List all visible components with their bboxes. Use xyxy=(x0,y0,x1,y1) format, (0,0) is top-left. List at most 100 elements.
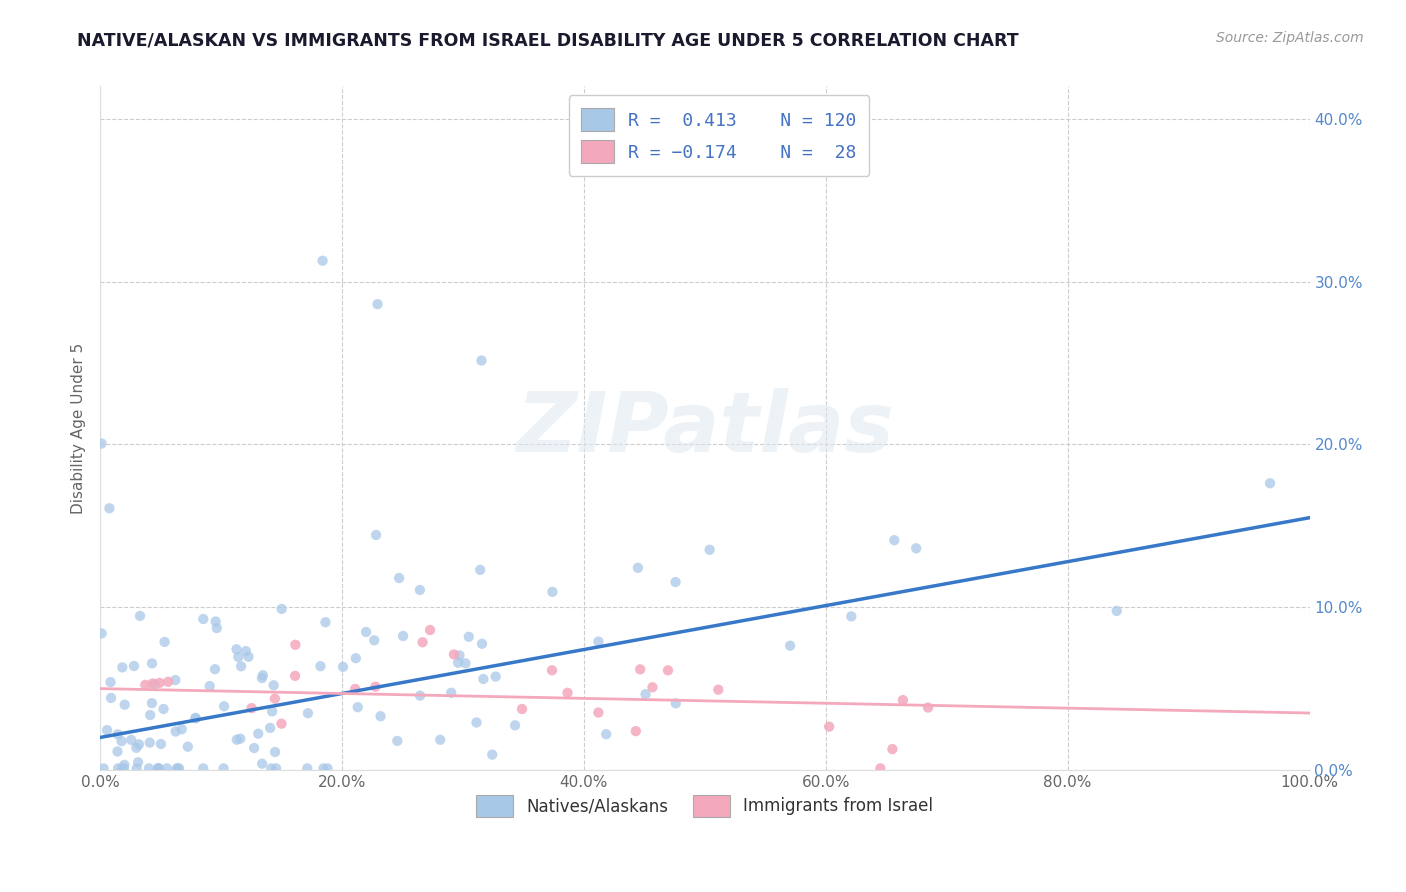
Point xyxy=(243,741,266,756)
Point xyxy=(485,669,508,683)
Text: Source: ZipAtlas.com: Source: ZipAtlas.com xyxy=(1216,31,1364,45)
Point xyxy=(905,541,928,556)
Point xyxy=(228,649,250,664)
Point xyxy=(284,638,307,652)
Point xyxy=(409,689,432,703)
Point xyxy=(198,679,221,693)
Point xyxy=(470,563,492,577)
Point xyxy=(141,676,163,690)
Point xyxy=(138,736,160,750)
Point xyxy=(93,761,115,775)
Point xyxy=(779,639,801,653)
Point xyxy=(149,737,172,751)
Point xyxy=(869,761,891,775)
Point xyxy=(156,761,179,775)
Point xyxy=(165,724,187,739)
Point xyxy=(111,761,134,775)
Point xyxy=(429,732,451,747)
Point xyxy=(122,659,145,673)
Point xyxy=(624,724,647,739)
Point xyxy=(252,668,274,682)
Point xyxy=(557,686,579,700)
Point xyxy=(107,761,129,775)
Point xyxy=(166,761,188,775)
Point xyxy=(891,693,914,707)
Point xyxy=(449,648,471,663)
Point xyxy=(363,633,385,648)
Point xyxy=(284,669,307,683)
Point xyxy=(297,761,319,775)
Point xyxy=(1258,476,1281,491)
Point xyxy=(166,761,188,775)
Point xyxy=(471,637,494,651)
Point xyxy=(114,698,136,712)
Point xyxy=(107,727,129,741)
Point xyxy=(309,659,332,673)
Point xyxy=(259,721,281,735)
Point xyxy=(588,634,610,648)
Point xyxy=(229,659,252,673)
Point xyxy=(100,675,122,690)
Point xyxy=(153,635,176,649)
Point xyxy=(883,533,905,548)
Point xyxy=(112,757,135,772)
Point xyxy=(148,676,170,690)
Point xyxy=(157,674,180,689)
Point xyxy=(247,727,270,741)
Point xyxy=(447,656,470,670)
Point xyxy=(454,657,477,671)
Point xyxy=(409,582,432,597)
Point xyxy=(141,696,163,710)
Point xyxy=(503,718,526,732)
Point xyxy=(311,253,333,268)
Point xyxy=(204,615,226,629)
Point xyxy=(90,436,112,450)
Point xyxy=(627,561,650,575)
Point xyxy=(465,715,488,730)
Point xyxy=(127,756,149,770)
Point xyxy=(370,709,392,723)
Point xyxy=(344,651,367,665)
Point xyxy=(263,678,285,692)
Point xyxy=(839,609,862,624)
Point xyxy=(634,687,657,701)
Point xyxy=(344,681,367,696)
Legend: Natives/Alaskans, Immigrants from Israel: Natives/Alaskans, Immigrants from Israel xyxy=(470,789,941,823)
Point xyxy=(818,720,841,734)
Point xyxy=(146,761,169,775)
Point xyxy=(170,723,193,737)
Point xyxy=(628,662,651,676)
Point xyxy=(332,660,354,674)
Point xyxy=(264,745,287,759)
Point xyxy=(177,739,200,754)
Point xyxy=(665,696,688,710)
Point xyxy=(120,733,142,747)
Point xyxy=(138,761,160,775)
Point xyxy=(152,702,174,716)
Point xyxy=(148,761,170,775)
Point xyxy=(588,706,610,720)
Point xyxy=(364,680,387,694)
Point xyxy=(541,663,564,677)
Point xyxy=(657,664,679,678)
Point xyxy=(457,630,479,644)
Point xyxy=(98,501,121,516)
Point xyxy=(316,761,339,775)
Point xyxy=(470,353,492,368)
Point xyxy=(263,691,285,706)
Point xyxy=(134,678,156,692)
Point xyxy=(141,657,163,671)
Point xyxy=(229,731,252,746)
Point xyxy=(165,673,187,687)
Point xyxy=(96,723,118,738)
Point xyxy=(110,734,132,748)
Point xyxy=(354,624,377,639)
Point xyxy=(472,672,495,686)
Point xyxy=(443,648,465,662)
Point xyxy=(184,711,207,725)
Point xyxy=(270,716,292,731)
Point xyxy=(111,660,134,674)
Point xyxy=(193,612,215,626)
Point xyxy=(212,761,235,775)
Point xyxy=(367,297,389,311)
